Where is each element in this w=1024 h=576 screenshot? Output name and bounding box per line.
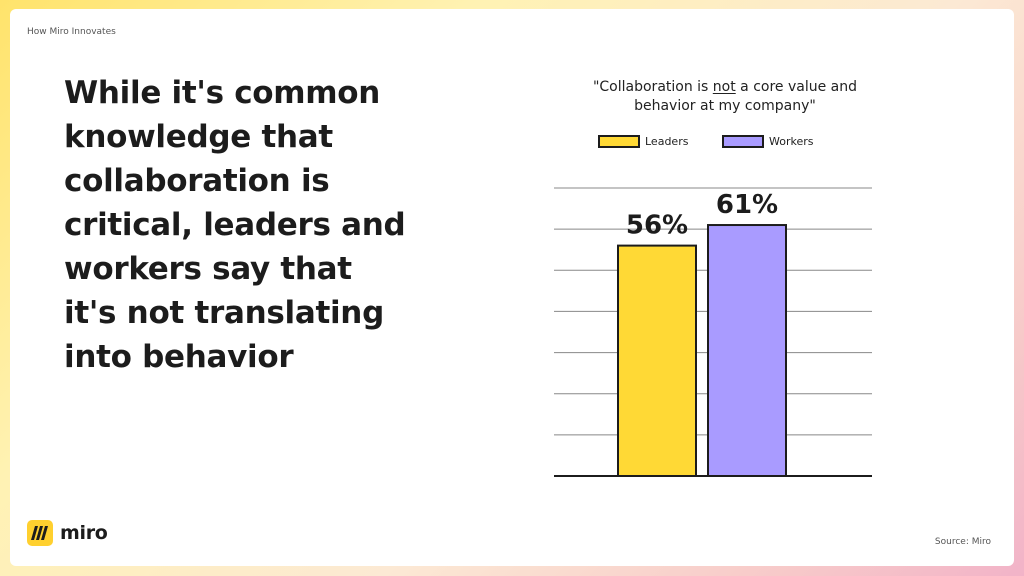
legend-item-leaders: Leaders — [598, 133, 688, 149]
headline-line: critical, leaders and — [64, 207, 406, 243]
value-label-workers: 61% — [716, 190, 778, 220]
bar-chart: 56% 61% — [554, 187, 872, 478]
legend-swatch-workers — [722, 134, 764, 148]
bar-leaders — [617, 244, 697, 477]
legend-item-workers: Workers — [722, 133, 813, 149]
chart-title-part: "Collaboration is — [592, 79, 713, 95]
miro-logo-icon — [27, 520, 53, 546]
chart-title: "Collaboration is not a core value and b… — [544, 78, 906, 116]
headline: While it's common knowledge that collabo… — [64, 71, 444, 379]
value-label-leaders: 56% — [626, 211, 688, 241]
chart-title-line-2: behavior at my company" — [634, 98, 816, 114]
headline-line: knowledge that — [64, 119, 333, 155]
legend-label-workers: Workers — [769, 134, 814, 148]
slide-card: How Miro Innovates While it's common kno… — [10, 9, 1014, 566]
headline-line: workers say that — [64, 251, 352, 287]
miro-logo: miro — [27, 520, 108, 546]
headline-line: into behavior — [64, 339, 294, 375]
chart-title-line-1: "Collaboration is not a core value and — [544, 78, 906, 97]
legend-label-leaders: Leaders — [645, 134, 689, 148]
chart-title-part: a core value and — [735, 79, 858, 95]
chart-title-emphasis: not — [712, 79, 736, 95]
legend-swatch-leaders — [598, 134, 640, 148]
source-note: Source: Miro — [934, 537, 991, 547]
headline-line: it's not translating — [64, 295, 384, 331]
bar-workers — [707, 224, 787, 478]
headline-line: collaboration is — [64, 163, 330, 199]
brand-name: miro — [60, 522, 108, 544]
eyebrow-label: How Miro Innovates — [27, 27, 116, 37]
headline-line: While it's common — [64, 75, 381, 111]
